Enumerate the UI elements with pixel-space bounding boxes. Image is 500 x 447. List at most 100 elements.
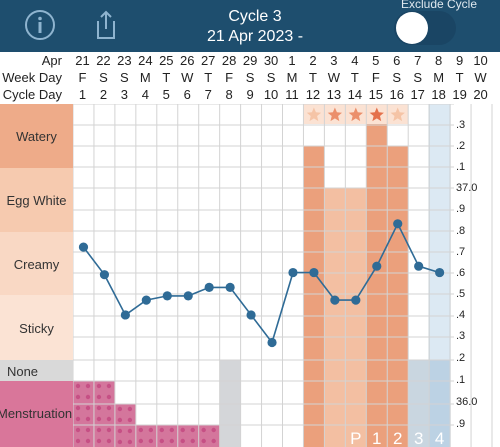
weekday-cell[interactable]: S xyxy=(266,70,276,85)
weekday-cell[interactable]: F xyxy=(371,70,380,85)
cycle-day-cell[interactable]: 13 xyxy=(326,87,342,102)
cycle-day-cell[interactable]: 6 xyxy=(183,87,191,102)
menstruation-cell xyxy=(135,425,157,447)
cycle-day-cell[interactable]: 10 xyxy=(263,87,279,102)
weekday-cell[interactable]: S xyxy=(99,70,108,85)
temperature-point xyxy=(204,282,214,292)
menstruation-dot xyxy=(85,383,91,389)
date-cell[interactable]: 5 xyxy=(372,53,380,68)
cycle-day-cell[interactable]: 20 xyxy=(473,87,488,102)
date-cell[interactable]: 30 xyxy=(263,53,279,68)
temperature-point xyxy=(393,219,403,229)
weekday-cell[interactable]: M xyxy=(433,70,445,85)
info-button[interactable] xyxy=(24,9,56,41)
menstruation-dot xyxy=(96,383,102,389)
mucus-column-watery xyxy=(387,146,409,447)
menstruation-dot xyxy=(201,438,206,444)
menstruation-dot xyxy=(159,427,164,433)
date-cell[interactable]: 26 xyxy=(180,53,195,68)
cycle-day-cell[interactable]: 14 xyxy=(347,87,363,102)
date-cell[interactable]: 1 xyxy=(288,53,296,68)
cycle-day-cell[interactable]: 15 xyxy=(368,87,384,102)
exclude-cycle-toggle[interactable] xyxy=(394,11,456,45)
temperature-scale-label: .1 xyxy=(456,374,466,386)
date-cell[interactable]: 3 xyxy=(330,53,338,68)
menstruation-dot xyxy=(85,438,91,444)
cycle-day-cell[interactable]: 12 xyxy=(305,87,321,102)
cycle-day-cell[interactable]: 18 xyxy=(431,87,446,102)
cycle-day-cell[interactable]: 17 xyxy=(410,87,425,102)
weekday-cell[interactable]: W xyxy=(327,70,341,85)
weekday-cell[interactable]: T xyxy=(350,70,359,85)
temperature-point xyxy=(330,295,340,305)
weekday-row-label: Week Day xyxy=(2,70,62,85)
date-cell[interactable]: 24 xyxy=(138,53,153,68)
menstruation-dot xyxy=(106,427,112,433)
category-menstruation: Menstruation xyxy=(0,406,73,421)
weekday-cell[interactable]: F xyxy=(225,70,234,85)
menstruation-dot xyxy=(75,394,81,400)
date-cell[interactable]: 9 xyxy=(455,53,464,68)
menstruation-dot xyxy=(138,438,144,444)
weekday-cell[interactable]: S xyxy=(120,70,129,85)
weekday-cell[interactable]: T xyxy=(455,70,464,85)
weekday-cell[interactable]: M xyxy=(286,70,298,85)
fertility-star-icon xyxy=(327,107,342,122)
category-sticky: Sticky xyxy=(19,321,54,336)
menstruation-dot xyxy=(75,383,81,389)
cycle-day-cell[interactable]: 11 xyxy=(285,87,299,102)
weekday-cell[interactable]: W xyxy=(474,70,487,85)
weekday-cell[interactable]: F xyxy=(78,70,87,85)
top-bar: Cycle 3 21 Apr 2023 - Exclude Cycle xyxy=(0,0,500,52)
temperature-scale-label: 36.0 xyxy=(456,396,478,408)
date-cell[interactable]: 25 xyxy=(159,53,174,68)
menstruation-dot xyxy=(106,383,112,389)
peak-marker: 3 xyxy=(414,429,423,447)
date-cell[interactable]: 21 xyxy=(75,53,90,68)
weekday-cell[interactable]: M xyxy=(139,70,151,85)
date-cell[interactable]: 22 xyxy=(96,53,111,68)
date-cell[interactable]: 28 xyxy=(221,53,237,68)
temperature-point xyxy=(141,295,151,305)
cycle-day-cell[interactable]: 5 xyxy=(162,87,170,102)
temperature-point xyxy=(78,242,89,252)
band-none xyxy=(0,360,73,381)
weekday-cell[interactable]: T xyxy=(308,70,317,85)
menstruation-dot xyxy=(96,405,102,411)
band-creamy xyxy=(0,232,73,295)
temperature-point xyxy=(309,267,319,278)
weekday-cell[interactable]: S xyxy=(245,70,255,85)
weekday-cell[interactable]: S xyxy=(392,70,402,85)
weekday-cell[interactable]: S xyxy=(413,70,423,85)
date-cell[interactable]: 10 xyxy=(473,53,488,68)
cycle-day-cell[interactable]: 2 xyxy=(99,87,108,102)
temperature-scale-label: 37.0 xyxy=(456,182,478,194)
share-button[interactable] xyxy=(92,9,120,41)
weekday-cell[interactable]: T xyxy=(162,70,171,85)
cycle-day-cell[interactable]: 9 xyxy=(246,87,254,102)
cycle-day-cell[interactable]: 7 xyxy=(204,87,212,102)
date-cell[interactable]: 23 xyxy=(117,53,132,68)
date-cell[interactable]: 7 xyxy=(414,53,422,68)
date-cell[interactable]: 4 xyxy=(351,53,359,68)
cycle-day-cell[interactable]: 1 xyxy=(78,87,87,102)
weekday-cell[interactable]: T xyxy=(204,70,213,85)
cycle-day-cell[interactable]: 4 xyxy=(141,87,149,102)
menstruation-dot xyxy=(96,394,102,400)
date-cell[interactable]: 2 xyxy=(309,53,317,68)
date-cell[interactable]: 8 xyxy=(435,53,443,68)
cycle-day-cell[interactable]: 16 xyxy=(389,87,404,102)
date-cell[interactable]: 29 xyxy=(242,53,258,68)
category-creamy: Creamy xyxy=(13,257,60,272)
temperature-scale-label: .1 xyxy=(456,161,466,173)
fertility-star-icon xyxy=(306,107,322,122)
cycle-day-cell[interactable]: 19 xyxy=(452,87,467,102)
cycle-day-cell[interactable]: 3 xyxy=(120,87,128,102)
menstruation-dot xyxy=(75,405,81,411)
cycle-title: Cycle 3 xyxy=(228,8,282,25)
date-cell[interactable]: 6 xyxy=(393,53,401,68)
cycle-day-cell[interactable]: 8 xyxy=(225,87,233,102)
date-cell[interactable]: 27 xyxy=(200,53,216,68)
weekday-cell[interactable]: W xyxy=(181,70,194,85)
